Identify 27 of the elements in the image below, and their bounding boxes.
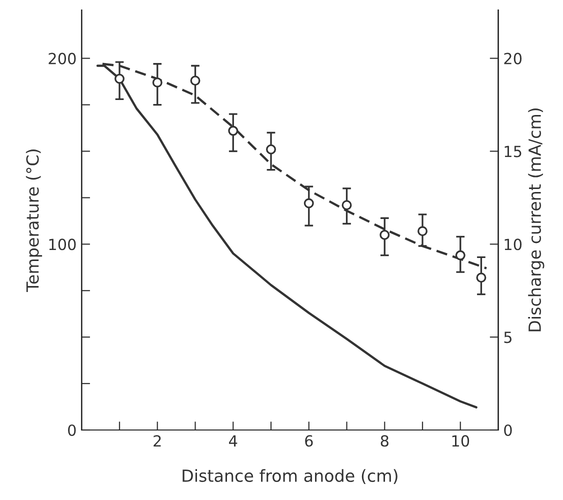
y2-tick-label: 15 <box>504 146 522 158</box>
point <box>342 200 352 210</box>
y2-tick-label: 5 <box>504 332 512 344</box>
x-tick-label: 6 <box>305 435 313 447</box>
y-tick-label: 100 <box>49 238 76 250</box>
y2-axis-title: Discharge current (mA/cm) <box>528 108 544 332</box>
point <box>476 272 486 283</box>
point <box>228 126 238 136</box>
x-tick-label: 2 <box>154 435 161 446</box>
point <box>380 230 390 240</box>
y-tick-label: 0 <box>68 424 76 436</box>
y-axis-title: Temperature (°C) <box>26 150 42 292</box>
point <box>190 76 200 86</box>
y2-tick-label: 10 <box>504 238 522 250</box>
y2-tick-label: 20 <box>504 52 522 64</box>
point <box>455 250 466 260</box>
x-tick-label: 8 <box>380 435 388 447</box>
point <box>266 144 276 154</box>
point <box>152 77 162 88</box>
y2-tick-label: 0 <box>504 424 512 436</box>
x-axis-title: Distance from anode (cm) <box>182 469 398 484</box>
y-tick-label: 200 <box>48 52 76 64</box>
x-tick-label: 10 <box>452 435 470 447</box>
point <box>418 226 428 236</box>
x-tick-label: 4 <box>229 435 238 446</box>
point <box>304 198 314 208</box>
point <box>114 74 125 84</box>
